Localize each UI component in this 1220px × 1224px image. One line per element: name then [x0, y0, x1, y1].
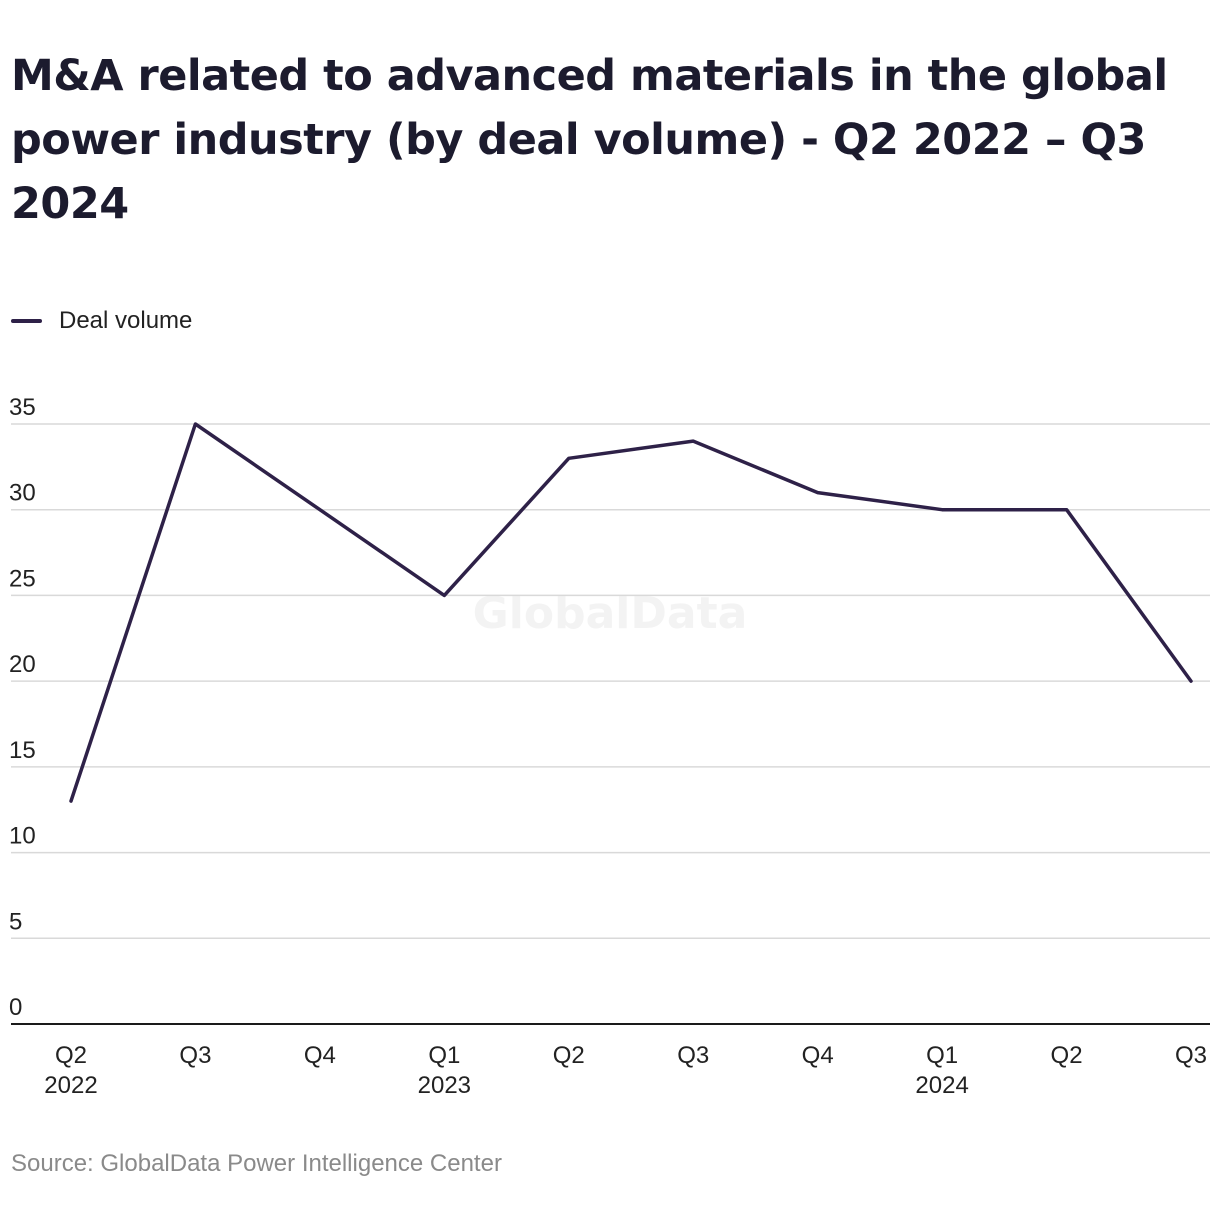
x-tick-label: Q2 2022	[44, 1042, 97, 1099]
legend-label: Deal volume	[59, 307, 193, 334]
x-axis-tick-labels: Q2 2022 Q3 Q4 Q1 2023 Q2 Q3 Q4 Q1 2024 Q2 Q3	[44, 1042, 1207, 1099]
x-tick-label: Q3	[179, 1042, 211, 1069]
series-line-deal-volume	[69, 422, 1193, 803]
x-tick-label: Q2	[553, 1042, 585, 1069]
gridlines	[11, 423, 1210, 940]
y-tick-label: 0	[9, 994, 22, 1021]
chart-title: M&A related to advanced materials in the…	[11, 51, 1168, 229]
x-tick-label: Q1 2024	[915, 1042, 968, 1099]
y-tick-label: 5	[9, 908, 22, 935]
y-axis-tick-labels: 0 5 10 15 20 25 30 35	[9, 394, 36, 1021]
y-tick-label: 15	[9, 737, 36, 764]
y-tick-label: 10	[9, 823, 36, 850]
y-tick-label: 20	[9, 651, 36, 678]
legend-line-swatch	[11, 319, 42, 323]
x-tick-label: Q4	[802, 1042, 834, 1069]
x-tick-label: Q3	[677, 1042, 709, 1069]
source-note: Source: GlobalData Power Intelligence Ce…	[11, 1150, 502, 1177]
watermark: GlobalData	[473, 588, 748, 639]
x-tick-label: Q4	[304, 1042, 336, 1069]
y-tick-label: 25	[9, 565, 36, 592]
x-tick-label: Q3	[1175, 1042, 1207, 1069]
y-tick-label: 30	[9, 480, 36, 507]
x-tick-label: Q2	[1051, 1042, 1083, 1069]
legend: Deal volume	[11, 306, 192, 336]
x-tick-label: Q1 2023	[418, 1042, 471, 1099]
y-tick-label: 35	[9, 394, 36, 421]
